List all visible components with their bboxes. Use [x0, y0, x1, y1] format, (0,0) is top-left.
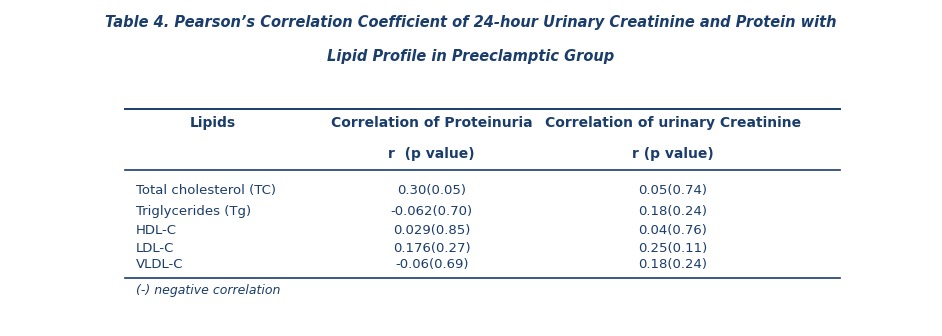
- Text: 0.30(0.05): 0.30(0.05): [398, 184, 466, 197]
- Text: 0.18(0.24): 0.18(0.24): [638, 258, 707, 270]
- Text: Table 4. Pearson’s Correlation Coefficient of 24-hour Urinary Creatinine and Pro: Table 4. Pearson’s Correlation Coefficie…: [106, 15, 836, 30]
- Text: Lipid Profile in Preeclamptic Group: Lipid Profile in Preeclamptic Group: [328, 49, 614, 64]
- Text: Total cholesterol (TC): Total cholesterol (TC): [136, 184, 276, 197]
- Text: r (p value): r (p value): [632, 147, 713, 161]
- Text: LDL-C: LDL-C: [136, 242, 174, 255]
- Text: 0.25(0.11): 0.25(0.11): [638, 242, 707, 255]
- Text: Triglycerides (Tg): Triglycerides (Tg): [136, 205, 252, 218]
- Text: (-) negative correlation: (-) negative correlation: [136, 284, 281, 296]
- Text: -0.06(0.69): -0.06(0.69): [395, 258, 468, 270]
- Text: HDL-C: HDL-C: [136, 224, 177, 237]
- Text: Lipids: Lipids: [189, 116, 236, 130]
- Text: 0.04(0.76): 0.04(0.76): [638, 224, 707, 237]
- Text: Correlation of Proteinuria: Correlation of Proteinuria: [331, 116, 532, 130]
- Text: 0.05(0.74): 0.05(0.74): [638, 184, 707, 197]
- Text: 0.029(0.85): 0.029(0.85): [393, 224, 470, 237]
- Text: -0.062(0.70): -0.062(0.70): [391, 205, 473, 218]
- Text: Correlation of urinary Creatinine: Correlation of urinary Creatinine: [544, 116, 801, 130]
- Text: 0.18(0.24): 0.18(0.24): [638, 205, 707, 218]
- Text: 0.176(0.27): 0.176(0.27): [393, 242, 470, 255]
- Text: VLDL-C: VLDL-C: [136, 258, 184, 270]
- Text: r  (p value): r (p value): [388, 147, 475, 161]
